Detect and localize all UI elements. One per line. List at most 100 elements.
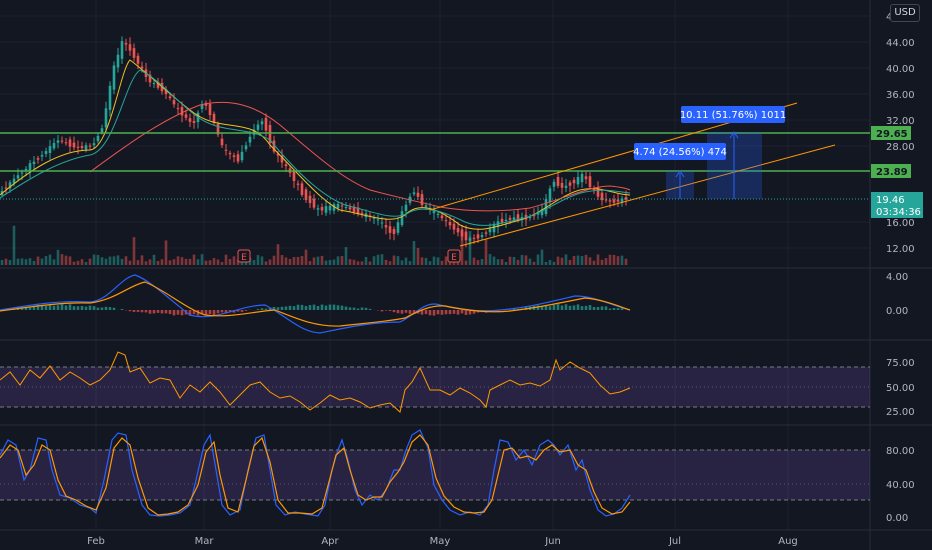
volume-bar: [428, 261, 432, 265]
volume-bar: [12, 225, 16, 265]
macd-histogram-bar: [120, 308, 124, 310]
macd-histogram-bar: [336, 305, 340, 310]
candle-body: [356, 207, 360, 214]
candle-body: [376, 219, 380, 221]
volume-bar: [524, 255, 528, 265]
macd-pane[interactable]: [0, 274, 631, 334]
earnings-markers[interactable]: E E: [237, 249, 461, 263]
stoch-pane[interactable]: [0, 429, 870, 517]
candle-body: [184, 114, 188, 118]
macd-histogram-bar: [276, 307, 280, 310]
candle-body: [424, 205, 428, 207]
macd-histogram-bar: [324, 305, 328, 310]
volume-bar: [232, 256, 236, 265]
macd-histogram-bar: [188, 310, 192, 316]
volume-bar: [560, 257, 564, 265]
macd-histogram-bar: [380, 310, 384, 312]
candle-body: [152, 83, 156, 85]
candle-body: [172, 100, 176, 105]
macd-histogram-bar: [128, 310, 132, 312]
measure-tools[interactable]: 10.11 (51.76%) 1011 4.74 (24.56%) 474: [633, 106, 786, 199]
candle-body: [276, 153, 280, 156]
macd-histogram-bar: [620, 308, 624, 310]
candle-body: [584, 176, 588, 180]
candle-body: [96, 135, 100, 142]
candle-body: [332, 204, 336, 211]
volume-bar: [252, 259, 256, 265]
volume-bar: [124, 256, 128, 265]
candle-body: [132, 48, 136, 58]
macd-histogram-bar: [212, 310, 216, 316]
volume-bar: [96, 254, 100, 265]
macd-histogram-bar: [568, 305, 572, 310]
candle-body: [248, 136, 252, 143]
volume-bar: [92, 254, 96, 265]
measure-label-large-bg: [681, 106, 785, 123]
volume-bar: [36, 256, 40, 265]
candle-body: [620, 198, 624, 203]
macd-histogram-bar: [76, 306, 80, 310]
volume-bar: [184, 258, 188, 265]
svg-text:75.00: 75.00: [886, 358, 915, 369]
svg-text:29.65: 29.65: [876, 129, 908, 140]
candle-body: [476, 234, 480, 239]
horizontal-levels[interactable]: [0, 132, 870, 200]
price-axis[interactable]: 48 44.00 40.00 36.00 32.00 28.00 16.00 1…: [886, 12, 915, 524]
macd-histogram-bar: [88, 305, 92, 310]
measure-label-small-bg: [634, 143, 726, 160]
macd-histogram-bar: [268, 307, 272, 310]
macd-histogram-bar: [344, 306, 348, 310]
candle-body: [360, 212, 364, 214]
candle-body: [328, 205, 332, 211]
volume-bar: [288, 258, 292, 265]
candle-body: [224, 149, 228, 151]
macd-histogram-bar: [552, 304, 556, 310]
macd-histogram-bar: [224, 310, 228, 314]
volume-bar: [572, 255, 576, 265]
macd-histogram-bar: [236, 310, 240, 312]
candle-body: [300, 183, 304, 195]
candle-body: [168, 96, 172, 99]
volume-bar: [436, 257, 440, 265]
macd-histogram-bar: [36, 305, 40, 310]
volume-bar: [160, 259, 164, 265]
volume-bar: [280, 255, 284, 265]
candle-body: [436, 213, 440, 215]
candle-body: [232, 155, 236, 157]
candle-body: [564, 185, 568, 188]
svg-text:19.46: 19.46: [876, 195, 905, 206]
macd-histogram-bar: [604, 306, 608, 310]
macd-histogram-bar: [144, 310, 148, 313]
volume-bar: [388, 261, 392, 265]
candle-body: [88, 145, 92, 147]
macd-histogram-bar: [384, 310, 388, 311]
candle-body: [148, 74, 152, 83]
volume-bar: [564, 254, 568, 265]
candle-body: [52, 143, 56, 149]
candle-body: [572, 179, 576, 184]
candle-body: [60, 140, 64, 142]
candle-body: [468, 238, 472, 241]
currency-button[interactable]: USD: [890, 4, 920, 22]
candle-body: [616, 199, 620, 202]
svg-text:Feb: Feb: [87, 536, 105, 547]
volume-bar: [216, 259, 220, 265]
macd-histogram-bar: [92, 306, 96, 310]
candle-body: [216, 123, 220, 135]
macd-histogram-bar: [240, 310, 244, 312]
macd-histogram-bar: [300, 304, 304, 310]
macd-histogram-bar: [556, 304, 560, 310]
candle-body: [444, 220, 448, 222]
macd-histogram-bar: [176, 310, 180, 315]
rsi-pane[interactable]: [0, 351, 870, 413]
macd-histogram-bar: [68, 304, 72, 310]
volume-bar: [156, 260, 160, 265]
volume-bar: [412, 241, 416, 265]
svg-text:Aug: Aug: [778, 536, 798, 547]
macd-histogram-bar: [472, 310, 476, 314]
volume-bar: [400, 260, 404, 265]
time-axis[interactable]: Feb Mar Apr May Jun Jul Aug: [87, 536, 798, 547]
macd-histogram-bar: [136, 310, 140, 312]
